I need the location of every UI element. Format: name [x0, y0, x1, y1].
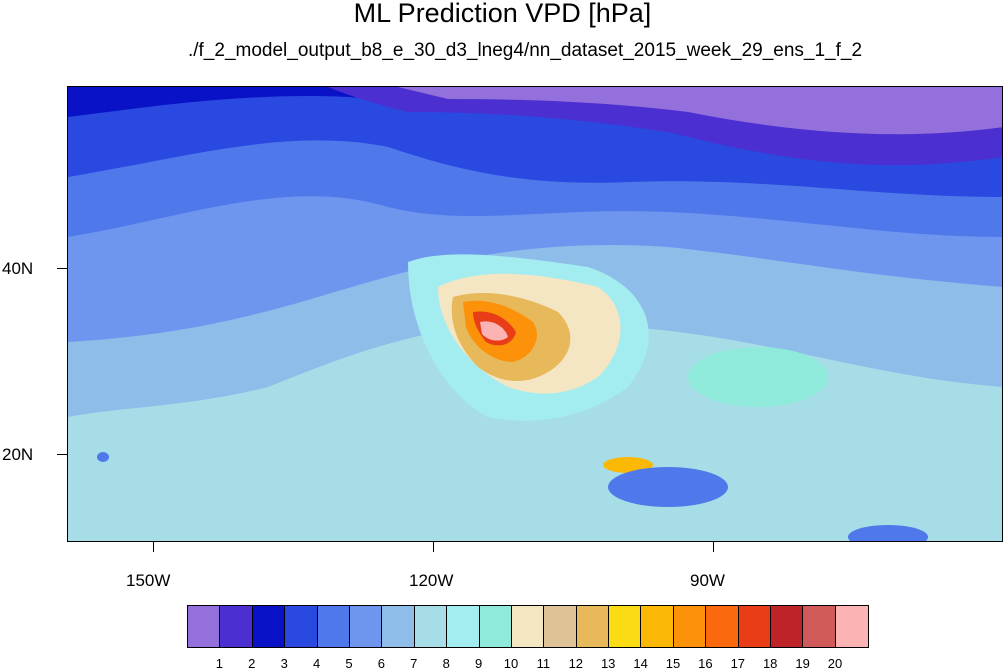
colorbar-label: 11: [536, 656, 551, 671]
colorbar-swatch: [511, 606, 545, 647]
colorbar-swatch: [414, 606, 448, 647]
vpd-field-svg: [68, 87, 1002, 541]
colorbar-swatch: [576, 606, 610, 647]
tick-40n: [57, 268, 67, 269]
tick-20n: [57, 454, 67, 455]
colorbar-label: 6: [377, 656, 385, 671]
map-subtitle: ./f_2_model_output_b8_e_30_d3_lneg4/nn_d…: [187, 40, 863, 61]
lon-label-120w: 120W: [409, 571, 454, 590]
colorbar-label: 17: [730, 656, 746, 671]
colorbar-swatch: [252, 606, 286, 647]
colorbar-swatch: [285, 606, 318, 647]
colorbar-swatch: [706, 606, 739, 647]
colorbar-label: 1: [215, 656, 223, 671]
tick-120w: [433, 542, 434, 552]
colorbar-label: 2: [248, 656, 256, 671]
colorbar: [187, 605, 870, 648]
colorbar-swatch: [544, 606, 577, 647]
colorbar-swatch: [803, 606, 836, 647]
colorbar-label: 12: [568, 656, 584, 671]
colorbar-label: 15: [665, 656, 681, 671]
colorbar-label: 19: [795, 656, 810, 671]
lon-label-150w: 150W: [126, 571, 171, 590]
colorbar-label: 14: [633, 656, 648, 671]
vpd-map: [67, 86, 1003, 542]
colorbar-label: 5: [345, 656, 353, 671]
tick-90w: [713, 542, 714, 552]
colorbar-label: 7: [410, 656, 418, 671]
colorbar-swatch: [447, 606, 480, 647]
colorbar-label: 10: [503, 656, 519, 671]
colorbar-label: 13: [600, 656, 616, 671]
colorbar-swatch: [609, 606, 642, 647]
colorbar-label: 4: [312, 656, 321, 671]
colorbar-label: 8: [442, 656, 450, 671]
colorbar-label: 18: [762, 656, 778, 671]
colorbar-swatch: [220, 606, 253, 647]
colorbar-swatch: [835, 606, 869, 647]
colorbar-label: 20: [827, 656, 843, 671]
tick-150w: [153, 542, 154, 552]
colorbar-swatch: [673, 606, 707, 647]
map-title: ML Prediction VPD [hPa]: [353, 0, 652, 28]
colorbar-swatch: [349, 606, 383, 647]
lat-label-40n: 40N: [2, 259, 34, 278]
colorbar-swatch: [771, 606, 804, 647]
colorbar-swatch: [641, 606, 674, 647]
colorbar-swatch: [738, 606, 772, 647]
colorbar-label: 9: [474, 656, 483, 671]
lat-label-20n: 20N: [2, 445, 34, 464]
colorbar-swatch: [479, 606, 512, 647]
colorbar-swatch: [317, 606, 350, 647]
colorbar-label: 3: [280, 656, 288, 671]
colorbar-swatch: [188, 606, 221, 647]
colorbar-swatch: [382, 606, 415, 647]
lon-label-90w: 90W: [690, 571, 725, 590]
colorbar-label: 16: [698, 656, 713, 671]
